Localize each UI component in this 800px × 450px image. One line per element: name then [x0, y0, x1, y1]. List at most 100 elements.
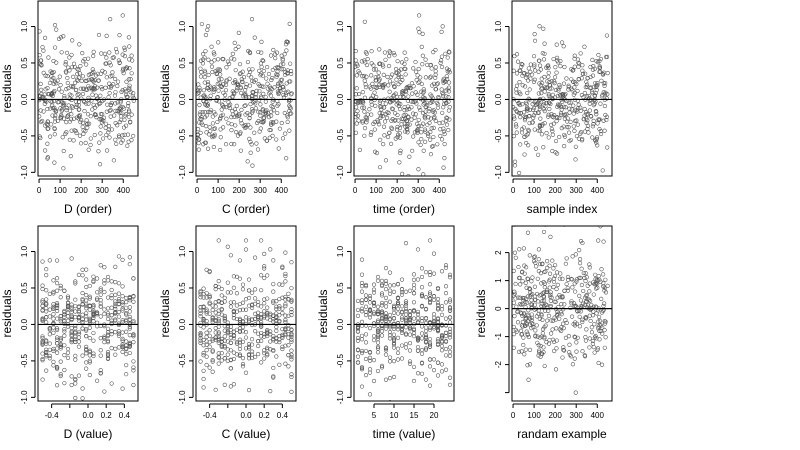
data-point [69, 374, 74, 379]
data-point [572, 64, 577, 69]
data-point [244, 82, 249, 87]
data-point [575, 88, 580, 94]
data-point [375, 274, 381, 280]
data-point [571, 92, 576, 97]
data-point [38, 108, 43, 113]
data-point [605, 145, 610, 150]
data-point [97, 140, 102, 145]
data-point [44, 273, 49, 278]
data-point [524, 133, 529, 138]
data-point [237, 301, 243, 307]
data-point [420, 53, 425, 58]
data-point [555, 93, 560, 99]
points [354, 13, 452, 176]
data-point [442, 142, 447, 147]
data-point [216, 338, 221, 343]
data-point [387, 270, 393, 275]
data-point [580, 349, 585, 354]
data-point [555, 102, 561, 107]
data-point [65, 306, 71, 311]
data-point [431, 318, 437, 323]
data-point [599, 78, 604, 83]
data-point [411, 316, 417, 321]
data-point [439, 339, 445, 344]
data-point [552, 262, 558, 268]
data-point [73, 279, 78, 284]
data-point [565, 116, 570, 121]
data-point [117, 32, 122, 38]
data-point [259, 360, 264, 365]
data-point [377, 84, 382, 89]
data-point [216, 77, 221, 82]
data-point [214, 98, 219, 103]
data-point [52, 160, 57, 165]
data-point [566, 85, 571, 90]
data-point [284, 39, 290, 44]
data-point [202, 68, 207, 73]
data-point [582, 353, 587, 358]
data-point [281, 61, 286, 67]
data-point [104, 132, 109, 138]
data-point [103, 125, 108, 130]
data-point [203, 70, 208, 75]
data-point [524, 300, 530, 305]
data-point [274, 354, 279, 359]
data-point [249, 349, 255, 354]
data-point [438, 127, 443, 132]
data-point [419, 274, 425, 280]
data-point [61, 34, 66, 39]
data-point [289, 260, 294, 265]
data-point [379, 291, 385, 296]
data-point [120, 349, 125, 354]
data-point [395, 112, 400, 118]
data-point [429, 126, 434, 131]
data-point [106, 130, 111, 135]
data-point [285, 119, 290, 125]
data-point [270, 133, 275, 139]
data-point [407, 332, 413, 337]
data-point [519, 323, 524, 328]
y-tick-label: 2 [494, 250, 503, 255]
data-point [283, 317, 288, 323]
data-point [426, 133, 431, 138]
data-point [416, 13, 422, 18]
data-point [378, 98, 383, 103]
data-point [577, 275, 582, 281]
data-point [124, 363, 129, 368]
data-point [525, 294, 530, 299]
data-point [395, 134, 400, 140]
data-point [431, 271, 437, 276]
data-point [219, 76, 224, 82]
data-point [354, 73, 359, 78]
data-point [219, 344, 224, 349]
data-point [405, 128, 410, 133]
data-point [542, 74, 547, 80]
data-point [363, 312, 369, 318]
data-point [51, 325, 56, 330]
data-point [275, 89, 281, 94]
data-point [403, 289, 409, 294]
data-point [98, 288, 103, 293]
data-point [566, 130, 572, 135]
data-point [371, 282, 377, 287]
data-point [563, 91, 568, 97]
data-point [537, 104, 543, 109]
data-point [91, 319, 96, 324]
data-point [231, 382, 236, 387]
data-point [204, 113, 209, 118]
data-point [439, 307, 445, 312]
data-point [401, 88, 406, 94]
data-point [533, 264, 539, 269]
data-point [87, 307, 92, 312]
data-point [90, 92, 95, 97]
data-point [47, 356, 52, 361]
data-point [70, 105, 76, 110]
data-point [576, 77, 581, 82]
data-point [80, 386, 85, 391]
data-point [249, 142, 254, 147]
data-point [271, 347, 276, 353]
data-point [271, 375, 276, 380]
y-axis-title: residuals [158, 64, 172, 112]
data-point [212, 110, 217, 115]
